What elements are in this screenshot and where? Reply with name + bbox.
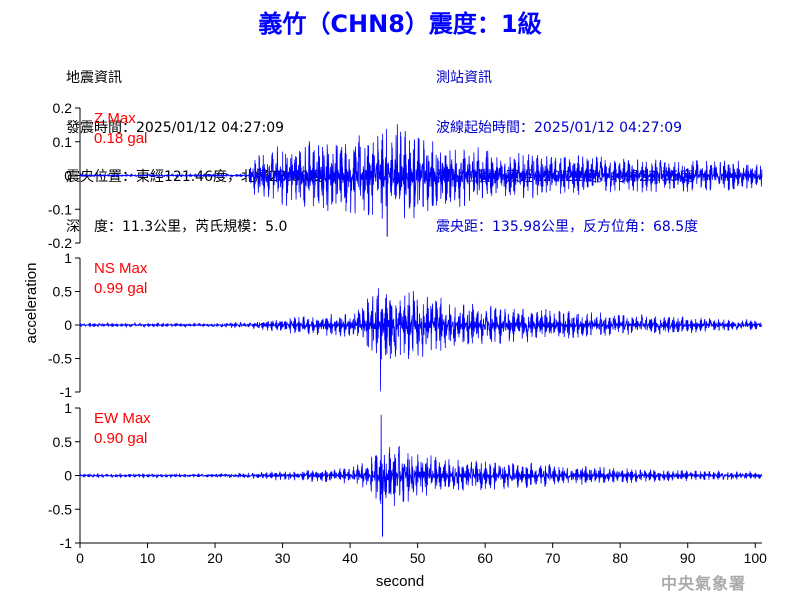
- x-tick-label: 30: [275, 550, 291, 566]
- chart-title: 義竹（CHN8）震度：1級: [258, 10, 542, 38]
- peak-value-z: 0.18 gal: [94, 130, 147, 147]
- waveform-ns: [79, 288, 763, 392]
- x-tick-label: 50: [410, 550, 426, 566]
- x-axis: 0 10 20 30 40 50 60 70 80 90 100: [76, 542, 768, 566]
- y-tick-label-ns: 0.5: [53, 284, 73, 300]
- waveform-start-time: 波線起始時間：2025/01/12 04:27:09: [436, 119, 683, 136]
- panel-ew: 1 0.5 0 -0.5 -1 EW Max 0.90 gal: [48, 400, 763, 551]
- x-tick-label: 10: [140, 550, 156, 566]
- x-tick-label: 20: [207, 550, 223, 566]
- epicentral-distance: 震央距：135.98公里，反方位角：68.5度: [436, 218, 699, 235]
- y-tick-label-ew: -0.5: [48, 501, 72, 517]
- peak-label-ns: NS Max: [94, 260, 148, 277]
- y-tick-label-ns: 0: [64, 317, 72, 333]
- earthquake-info-heading: 地震資訊: [66, 70, 122, 86]
- peak-value-ns: 0.99 gal: [94, 280, 147, 297]
- x-tick-label: 60: [477, 550, 493, 566]
- y-tick-label-z: 0.2: [53, 100, 73, 116]
- panel-ns: 1 0.5 0 -0.5 -1 NS Max 0.99 gal: [48, 250, 763, 400]
- y-tick-label-ns: -0.5: [48, 351, 72, 367]
- peak-label-z: Z Max: [94, 110, 136, 127]
- waveform-z: [79, 124, 763, 237]
- x-axis-label: second: [376, 573, 424, 590]
- y-axis-label: acceleration: [23, 263, 40, 344]
- x-tick-label: 0: [76, 550, 84, 566]
- peak-value-ew: 0.90 gal: [94, 430, 147, 447]
- y-tick-label-z: -0.2: [48, 235, 72, 251]
- y-tick-label-z: -0.1: [48, 201, 72, 217]
- x-tick-label: 40: [342, 550, 358, 566]
- y-tick-label-z: 0: [64, 168, 72, 184]
- agency-watermark: 中央氣象署: [660, 574, 746, 593]
- y-tick-label-ew: 0.5: [53, 434, 73, 450]
- x-tick-label: 100: [744, 550, 768, 566]
- x-tick-label: 80: [612, 550, 628, 566]
- panels-group: 0.2 0.1 0 -0.1 -0.2 Z Max 0.18 gal 1 0.5 0 -0.5 -1 N…: [48, 100, 763, 551]
- y-tick-label-ns: 1: [64, 250, 72, 266]
- y-tick-label-ew: -1: [60, 535, 73, 551]
- y-tick-label-ew: 0: [64, 468, 72, 484]
- y-tick-label-z: 0.1: [53, 134, 73, 150]
- x-tick-label: 90: [680, 550, 696, 566]
- y-tick-label-ew: 1: [64, 400, 72, 416]
- waveform-ew: [79, 414, 763, 537]
- depth-magnitude: 深 度：11.3公里，芮氏規模：5.0: [66, 218, 288, 235]
- station-info-heading: 測站資訊: [436, 70, 492, 86]
- x-tick-label: 70: [545, 550, 561, 566]
- peak-label-ew: EW Max: [94, 410, 151, 427]
- y-tick-label-ns: -1: [60, 384, 73, 400]
- panel-z: 0.2 0.1 0 -0.1 -0.2 Z Max 0.18 gal: [48, 100, 763, 251]
- origin-time: 發震時間：2025/01/12 04:27:09: [66, 119, 285, 136]
